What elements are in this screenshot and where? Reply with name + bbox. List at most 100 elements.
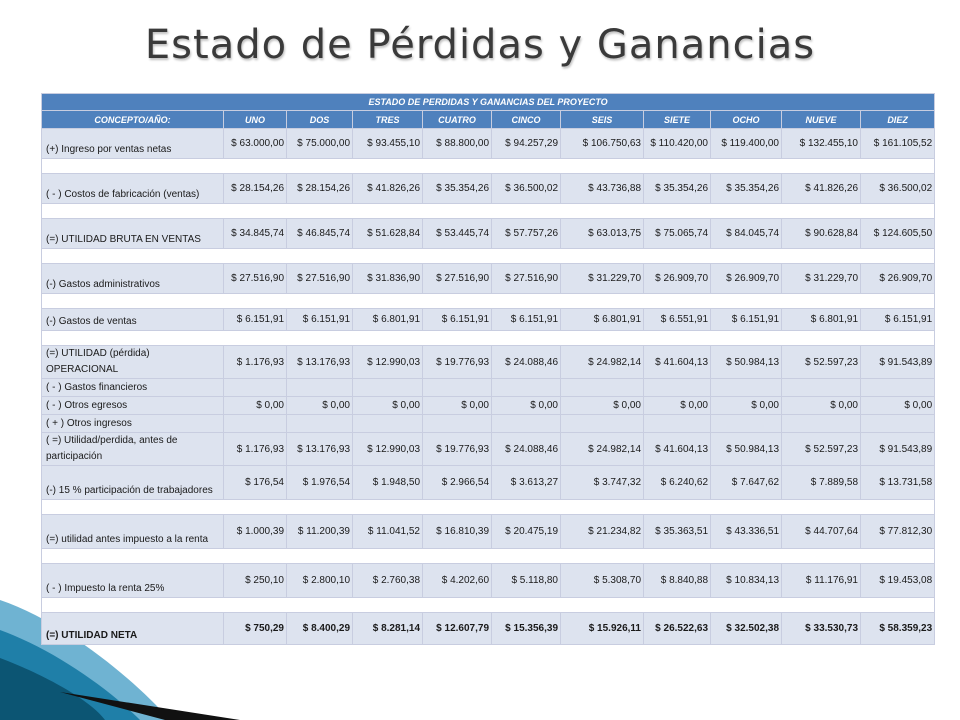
row-value-cell: $ 1.948,50 (352, 465, 423, 500)
row-value-cell: $ 90.628,84 (781, 218, 861, 249)
column-header-year: CINCO (491, 110, 561, 129)
row-value-cell: $ 41.826,26 (352, 173, 423, 204)
row-value-cell: $ 12.990,03 (352, 432, 423, 466)
row-value-cell: $ 27.516,90 (223, 263, 287, 294)
row-value-cell: $ 6.240,62 (643, 465, 711, 500)
spacer-cell (40, 548, 936, 564)
row-value-cell: $ 0,00 (352, 396, 423, 415)
row-concept-label: (=) UTILIDAD NETA (41, 612, 224, 645)
row-value-cell: $ 33.530,73 (781, 612, 861, 645)
column-header-year: OCHO (710, 110, 782, 129)
row-value-cell: $ 35.363,51 (643, 514, 711, 549)
row-value-cell: $ 8.840,88 (643, 563, 711, 598)
row-value-cell: $ 91.543,89 (859, 345, 936, 379)
row-concept-label: ( + ) Otros ingresos (41, 414, 224, 433)
row-value-cell: $ 51.628,84 (352, 218, 423, 249)
row-value-cell: $ 57.757,26 (491, 218, 561, 249)
row-value-cell: $ 3.747,32 (560, 465, 644, 500)
row-value-cell: $ 58.359,23 (859, 612, 936, 645)
table-row: (=) utilidad antes impuesto a la renta $ … (41, 514, 936, 549)
row-value-cell: $ 1.176,93 (223, 345, 287, 379)
column-header-year: UNO (223, 110, 287, 129)
row-value-cell: $ 19.453,08 (859, 563, 936, 598)
row-value-cell: $ 31.229,70 (560, 263, 644, 294)
row-value-cell: $ 36.500,02 (491, 173, 561, 204)
row-value-cell: $ 84.045,74 (710, 218, 782, 249)
table-row: ( - ) Impuesto la renta 25% $ 250,10 $ 2.8… (41, 563, 936, 598)
row-value-cell: $ 41.604,13 (643, 432, 711, 466)
row-value-cell: $ 77.812,30 (859, 514, 936, 549)
spacer-cell (40, 499, 936, 515)
spacer-cell (40, 597, 936, 613)
spacer-row (40, 248, 936, 264)
row-value-cell: $ 24.088,46 (491, 345, 561, 379)
row-value-cell: $ 11.176,91 (781, 563, 861, 598)
spacer-row (40, 499, 936, 515)
row-value-cell: $ 20.475,19 (491, 514, 561, 549)
row-value-cell: $ 0,00 (422, 396, 492, 415)
row-value-cell: $ 46.845,74 (286, 218, 353, 249)
row-value-cell (422, 414, 492, 433)
column-header-year: DIEZ (859, 110, 936, 129)
row-value-cell: $ 31.229,70 (781, 263, 861, 294)
row-value-cell: $ 110.420,00 (643, 128, 711, 159)
row-value-cell: $ 27.516,90 (422, 263, 492, 294)
row-value-cell: $ 106.750,63 (560, 128, 644, 159)
row-value-cell: $ 5.308,70 (560, 563, 644, 598)
row-value-cell: $ 12.990,03 (352, 345, 423, 379)
table-row: (=) UTILIDAD NETA $ 750,29 $ 8.400,29 $ 8.2… (41, 612, 936, 645)
row-value-cell (352, 378, 423, 397)
row-value-cell (286, 378, 353, 397)
row-value-cell: $ 6.151,91 (286, 308, 353, 331)
row-value-cell: $ 44.707,64 (781, 514, 861, 549)
row-value-cell: $ 1.976,54 (286, 465, 353, 500)
row-value-cell: $ 6.801,91 (781, 308, 861, 331)
row-value-cell: $ 1.000,39 (223, 514, 287, 549)
row-value-cell (781, 414, 861, 433)
row-value-cell: $ 75.065,74 (643, 218, 711, 249)
row-value-cell: $ 36.500,02 (859, 173, 936, 204)
row-value-cell: $ 250,10 (223, 563, 287, 598)
row-value-cell: $ 24.982,14 (560, 432, 644, 466)
row-value-cell: $ 7.647,62 (710, 465, 782, 500)
spacer-row (40, 548, 936, 564)
row-value-cell: $ 1.176,93 (223, 432, 287, 466)
row-value-cell: $ 161.105,52 (859, 128, 936, 159)
row-value-cell: $ 15.356,39 (491, 612, 561, 645)
row-value-cell: $ 53.445,74 (422, 218, 492, 249)
row-concept-label: ( =) Utilidad/perdida, antes de particip… (41, 432, 224, 466)
income-statement-table-container: ESTADO DE PERDIDAS Y GANANCIAS DEL PROYE… (40, 93, 936, 645)
row-value-cell (286, 414, 353, 433)
row-concept-label: (-) Gastos de ventas (41, 308, 224, 331)
table-title: ESTADO DE PERDIDAS Y GANANCIAS DEL PROYE… (40, 93, 936, 111)
row-value-cell: $ 24.088,46 (491, 432, 561, 466)
table-row: (=) UTILIDAD (pérdida) OPERACIONAL $ 1.17… (41, 345, 936, 379)
row-value-cell (560, 414, 644, 433)
row-concept-label: (-) Gastos administrativos (41, 263, 224, 294)
spacer-row (40, 597, 936, 613)
row-value-cell (491, 414, 561, 433)
row-value-cell: $ 6.151,91 (710, 308, 782, 331)
column-header-year: TRES (352, 110, 423, 129)
row-concept-label: ( - ) Otros egresos (41, 396, 224, 415)
row-value-cell (643, 414, 711, 433)
row-value-cell: $ 0,00 (859, 396, 936, 415)
row-value-cell: $ 26.909,70 (859, 263, 936, 294)
row-value-cell: $ 43.336,51 (710, 514, 782, 549)
row-value-cell: $ 0,00 (286, 396, 353, 415)
row-value-cell: $ 91.543,89 (859, 432, 936, 466)
row-value-cell (491, 378, 561, 397)
row-value-cell (223, 414, 287, 433)
row-value-cell: $ 6.151,91 (859, 308, 936, 331)
row-value-cell: $ 11.041,52 (352, 514, 423, 549)
row-value-cell: $ 27.516,90 (491, 263, 561, 294)
row-value-cell: $ 50.984,13 (710, 432, 782, 466)
row-value-cell: $ 27.516,90 (286, 263, 353, 294)
slide-title: Estado de Pérdidas y Ganancias (144, 22, 816, 68)
row-concept-label: (+) Ingreso por ventas netas (41, 128, 224, 159)
row-value-cell: $ 0,00 (710, 396, 782, 415)
table-row: ( + ) Otros ingresos (41, 414, 936, 433)
row-value-cell: $ 0,00 (223, 396, 287, 415)
column-header-year: SIETE (643, 110, 711, 129)
table-row: (-) Gastos administrativos $ 27.516,90 $ 2… (41, 263, 936, 294)
